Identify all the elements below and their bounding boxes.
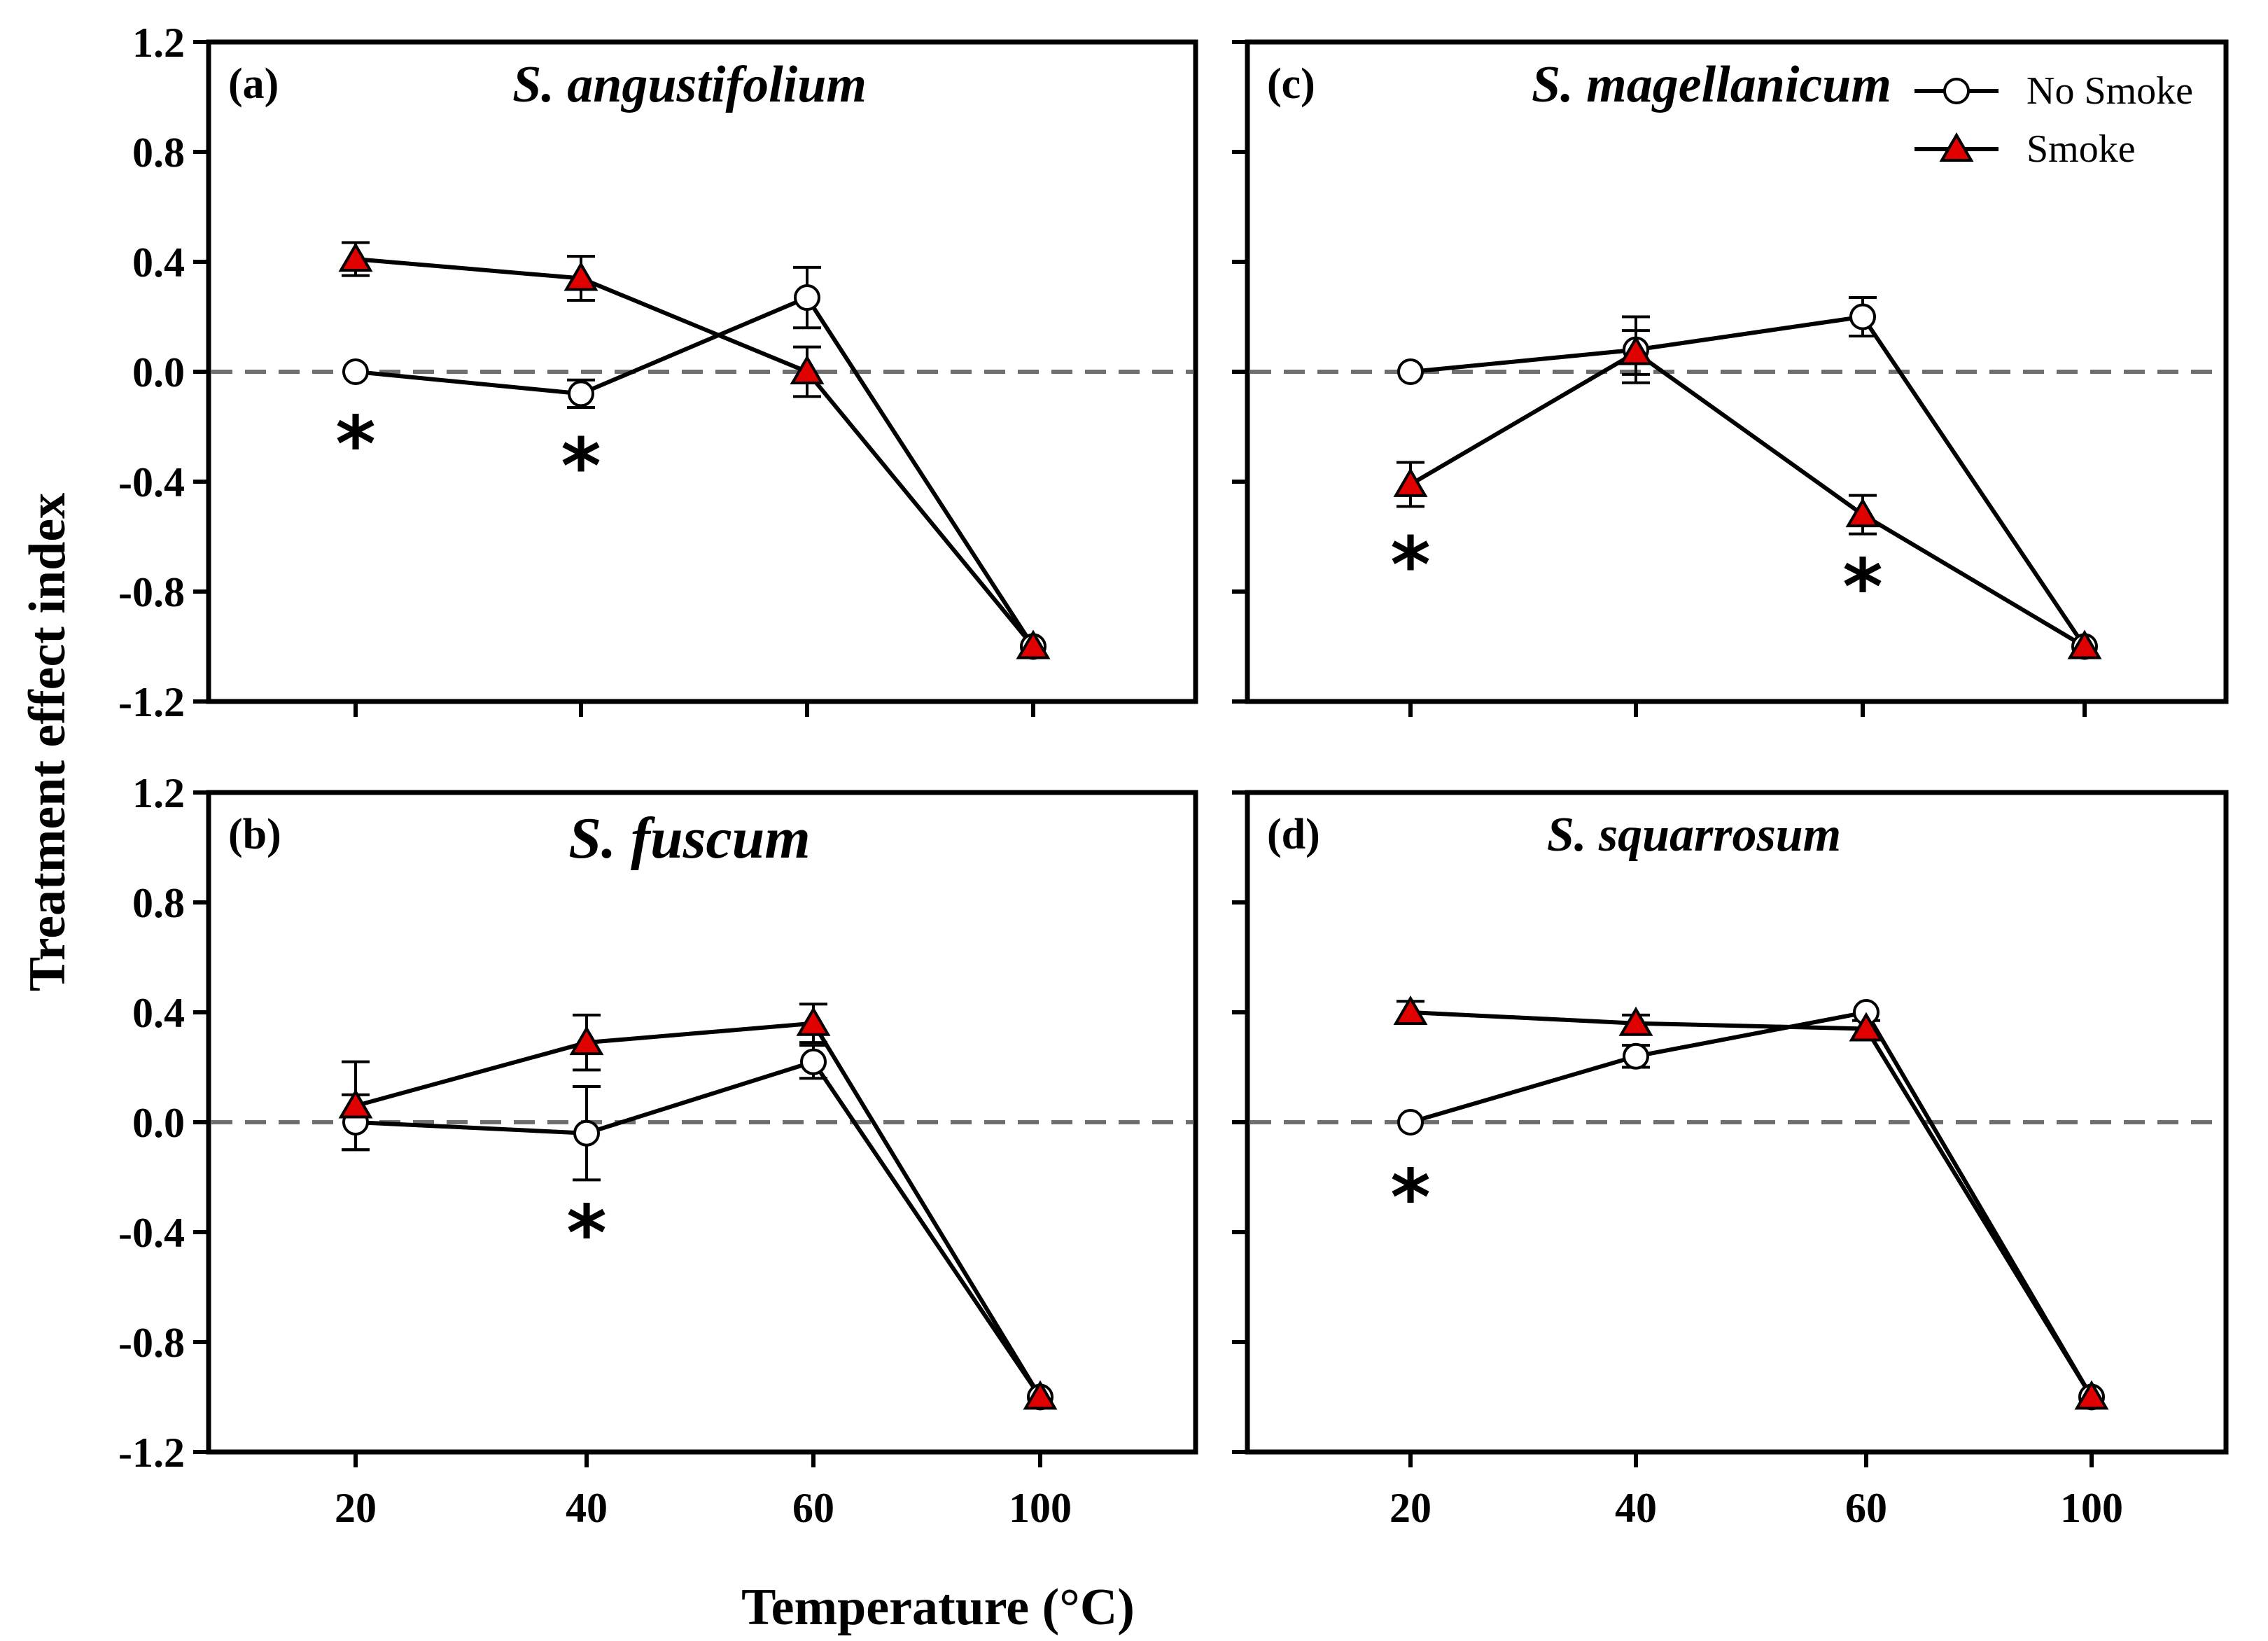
series-line-smoke <box>1409 350 2086 649</box>
panel-label: (c) <box>1267 60 1315 108</box>
series-line-smoke <box>1410 1010 2094 1399</box>
y-tick-label: -0.8 <box>118 1320 185 1366</box>
no-smoke-point <box>342 358 369 385</box>
significance-marker: * <box>1390 1152 1431 1242</box>
smoke-point <box>790 355 825 384</box>
y-tick-label: 1.2 <box>132 770 185 816</box>
smoke-point <box>338 242 373 272</box>
no-smoke-point <box>568 380 594 407</box>
y-tick-label: 1.2 <box>132 20 185 66</box>
panel-title: S. magellanicum <box>1532 56 1891 113</box>
significance-marker: * <box>1842 542 1883 631</box>
panel-c: (c) S. magellanicum * * <box>1232 39 2229 717</box>
y-tick-label: -0.4 <box>118 1210 185 1256</box>
smoke-point <box>1845 498 1880 528</box>
smoke-point <box>2067 629 2102 659</box>
panels: 1.2 0.8 0.4 0.0 -0.4 -0.8 -1.2 (a) S. angustifol… <box>118 20 2229 1531</box>
x-tick-label: 60 <box>1845 1485 1887 1531</box>
no-smoke-point <box>794 284 820 312</box>
series-line-smoke <box>355 257 1035 648</box>
smoke-point <box>796 1006 831 1036</box>
legend-smoke-marker <box>1939 132 1974 162</box>
significance-marker: * <box>566 1188 607 1278</box>
y-tick-label: -1.2 <box>118 1430 185 1476</box>
x-axis-title: Temperature (°C) <box>741 1579 1135 1636</box>
series-line-smoke <box>355 1021 1042 1399</box>
x-tick-label: 60 <box>792 1485 834 1531</box>
no-smoke-point <box>1397 1109 1424 1136</box>
y-tick-label: -0.4 <box>118 459 185 505</box>
legend-no-smoke-marker <box>1943 78 1970 104</box>
x-tick-label: 100 <box>2060 1485 2123 1531</box>
smoke-point <box>564 261 598 291</box>
smoke-point <box>1393 996 1428 1025</box>
series-line-no-smoke <box>1410 1010 2094 1399</box>
x-tick-label: 20 <box>1390 1485 1432 1531</box>
y-tick-label: 0.4 <box>132 239 185 286</box>
x-tick-label: 40 <box>566 1485 608 1531</box>
series-line-no-smoke <box>355 295 1035 648</box>
smoke-point <box>338 1089 373 1119</box>
smoke-point <box>1849 1012 1884 1042</box>
smoke-point <box>1393 467 1428 497</box>
y-tick-label: 0.4 <box>132 990 185 1036</box>
series-line-no-smoke <box>1410 314 2087 648</box>
no-smoke-point <box>573 1119 600 1147</box>
y-tick-label: 0.0 <box>132 1100 185 1146</box>
legend-label: Smoke <box>2026 127 2136 171</box>
y-tick-label: 0.0 <box>132 349 185 396</box>
panel-label: (a) <box>228 60 279 108</box>
y-tick-label: 0.8 <box>132 130 185 176</box>
no-smoke-point <box>1397 358 1424 385</box>
significance-marker: * <box>335 399 376 489</box>
x-tick-label: 100 <box>1009 1485 1072 1531</box>
smoke-point <box>1618 1006 1653 1036</box>
smoke-point <box>1023 1380 1058 1410</box>
panel-d: 20 40 60 100 (d) S. squarrosum * <box>1232 790 2229 1531</box>
no-smoke-point <box>800 1048 827 1075</box>
significance-marker: * <box>1390 520 1431 610</box>
x-tick-label: 40 <box>1615 1485 1657 1531</box>
panel-a: 1.2 0.8 0.4 0.0 -0.4 -0.8 -1.2 (a) S. angustifol… <box>118 20 1198 725</box>
panel-label: (b) <box>228 811 281 858</box>
significance-marker: * <box>561 421 601 511</box>
smoke-point <box>569 1026 604 1056</box>
panel-title: S. angustifolium <box>512 56 867 113</box>
panel-label: (d) <box>1267 811 1320 858</box>
no-smoke-point <box>1849 303 1876 330</box>
smoke-point <box>2074 1380 2109 1410</box>
x-tick-label: 20 <box>335 1485 377 1531</box>
panel-b: 1.2 0.8 0.4 0.0 -0.4 -0.8 -1.2 20 40 60 100 (b) S. f… <box>118 770 1198 1531</box>
smoke-point <box>1618 335 1653 365</box>
y-axis-title: Treatment effect index <box>19 493 76 991</box>
panel-title: S. squarrosum <box>1547 808 1841 862</box>
y-tick-label: -0.8 <box>118 569 185 615</box>
panel-title: S. fuscum <box>568 806 810 871</box>
smoke-point <box>1016 629 1051 659</box>
legend-label: No Smoke <box>2026 69 2193 113</box>
series-line-no-smoke <box>355 1059 1042 1399</box>
y-tick-label: -1.2 <box>118 679 185 725</box>
legend: No Smoke Smoke <box>1914 69 2193 171</box>
y-tick-label: 0.8 <box>132 880 185 926</box>
no-smoke-point <box>1623 1042 1649 1070</box>
